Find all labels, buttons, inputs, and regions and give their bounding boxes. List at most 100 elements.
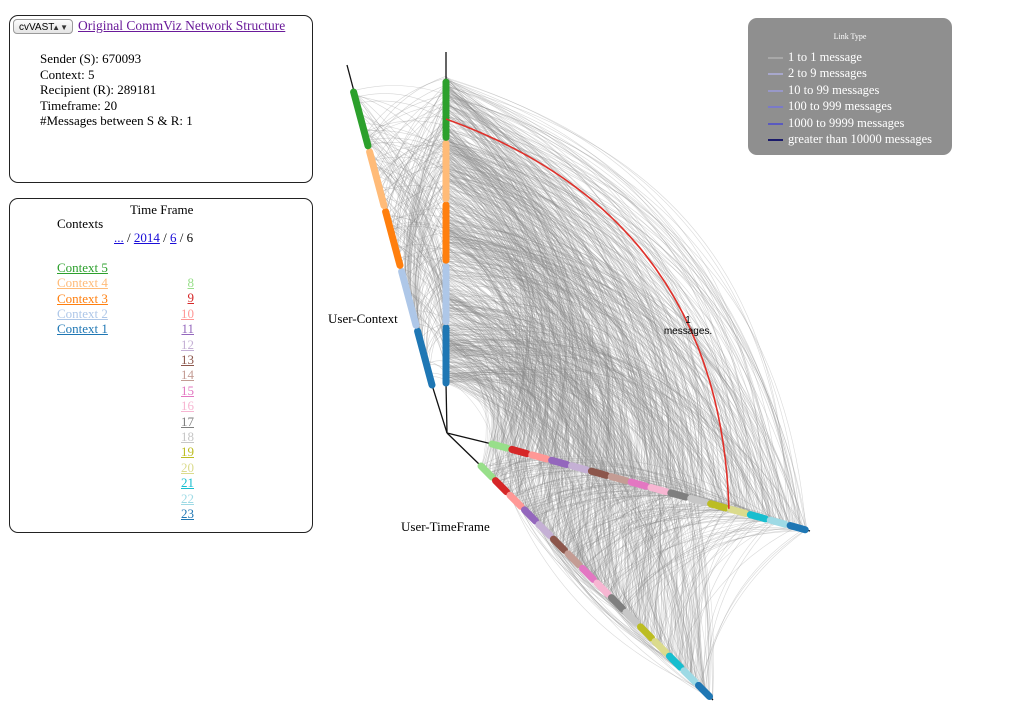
link-curve: [445, 163, 662, 646]
link-curve: [445, 345, 715, 505]
context-link[interactable]: Context 5: [57, 260, 108, 275]
link-curve: [445, 143, 533, 448]
link-curve: [445, 177, 619, 592]
link-curve: [509, 478, 768, 520]
link-curve: [445, 151, 781, 523]
link-curve: [445, 143, 713, 505]
timeframe-link[interactable]: 13: [181, 352, 194, 368]
link-curve: [414, 211, 447, 319]
link-curve: [518, 451, 674, 660]
link-curve: [445, 234, 511, 445]
link-curve: [445, 238, 663, 491]
link-curve: [595, 474, 621, 607]
link-curve: [445, 148, 626, 480]
link-curve: [624, 481, 671, 657]
link-curve: [610, 501, 702, 597]
timeframe-axis-segment: [579, 564, 598, 583]
link-curve: [482, 455, 781, 524]
link-curve: [445, 185, 791, 526]
link-curve: [445, 129, 711, 697]
link-curve: [445, 348, 597, 473]
breadcrumb-year-link[interactable]: 2014: [133, 230, 160, 245]
link-curve: [445, 210, 648, 487]
select-arrows-icon: ▲▼: [52, 23, 68, 32]
link-curve: [445, 79, 657, 486]
link-curve: [445, 106, 672, 493]
timeframe-link[interactable]: 17: [181, 413, 194, 429]
timeframe-link[interactable]: 16: [181, 398, 194, 414]
link-curve: [445, 335, 518, 501]
link-curve: [654, 501, 702, 642]
link-curve: [445, 226, 514, 446]
link-curve: [445, 98, 670, 492]
context-link[interactable]: Context 4: [57, 275, 108, 291]
link-curve: [445, 144, 785, 525]
link-curve: [445, 80, 641, 483]
link-curve: [445, 323, 614, 600]
original-structure-link[interactable]: Original CommViz Network Structure: [78, 18, 286, 33]
link-curve: [445, 287, 643, 486]
timeframe-axis-segment: [506, 491, 525, 510]
timeframe-link[interactable]: 8: [187, 275, 195, 290]
dataset-select[interactable]: cvVAST ▲▼: [13, 19, 73, 34]
link-curve: [385, 212, 447, 286]
link-curve: [445, 333, 718, 506]
timeframe-link[interactable]: 14: [181, 367, 194, 383]
timeframe-link[interactable]: 11: [181, 321, 194, 337]
sender-text: Sender (S): 670093: [40, 51, 142, 66]
timeframe-link[interactable]: 10: [181, 305, 194, 321]
link-curve: [445, 195, 615, 478]
link-curve: [445, 174, 563, 540]
link-curve: [373, 164, 447, 234]
breadcrumb-root-link[interactable]: ...: [114, 230, 124, 245]
user-timeframe-axis-label: User-TimeFrame: [401, 519, 490, 534]
link-curve: [445, 77, 548, 447]
link-curve: [445, 333, 768, 520]
link-curve: [445, 212, 700, 501]
link-curve: [371, 156, 447, 171]
timeframe-link[interactable]: 15: [181, 382, 194, 398]
link-curve: [561, 474, 606, 548]
link-curve: [398, 85, 447, 262]
link-curve: [445, 241, 567, 465]
link-curve: [354, 96, 447, 273]
link-curve: [445, 247, 658, 490]
context-link[interactable]: Context 2: [57, 305, 108, 321]
link-curve: [690, 514, 752, 678]
timeframe-link[interactable]: 20: [181, 459, 194, 475]
link-curve: [445, 235, 721, 507]
link-curve: [445, 337, 678, 495]
link-curve: [445, 141, 808, 531]
timeframe-link[interactable]: 18: [181, 429, 194, 445]
timeframe-link[interactable]: 23: [181, 506, 194, 522]
link-curve: [445, 298, 635, 484]
link-curve: [445, 342, 529, 513]
breadcrumb-month-link[interactable]: 6: [170, 230, 177, 245]
link-curve: [445, 255, 651, 488]
context-link[interactable]: Context 1: [57, 321, 108, 337]
link-curve: [554, 487, 651, 541]
link-curve: [390, 140, 447, 231]
link-curve: [445, 349, 645, 486]
timeframe-link[interactable]: 22: [181, 490, 194, 506]
link-curve: [577, 473, 601, 567]
link-curve: [564, 491, 666, 551]
link-curve: [390, 223, 447, 231]
timeframe-link[interactable]: 9: [187, 290, 195, 306]
link-curve: [445, 201, 605, 475]
timeframe-link[interactable]: 12: [181, 336, 194, 352]
link-curve: [445, 174, 557, 459]
link-curve: [445, 234, 524, 450]
timeframe-link[interactable]: 21: [181, 475, 194, 491]
link-curve: [392, 103, 447, 238]
context-link[interactable]: Context 3: [57, 290, 108, 306]
timeframe-link[interactable]: 19: [181, 444, 194, 460]
link-curve: [646, 492, 670, 649]
link-curve: [606, 520, 773, 594]
link-curve: [388, 208, 447, 224]
link-curve: [445, 310, 571, 466]
link-curve: [493, 462, 702, 502]
link-curve: [354, 95, 447, 152]
link-curve: [445, 228, 694, 500]
link-curve: [445, 92, 608, 471]
